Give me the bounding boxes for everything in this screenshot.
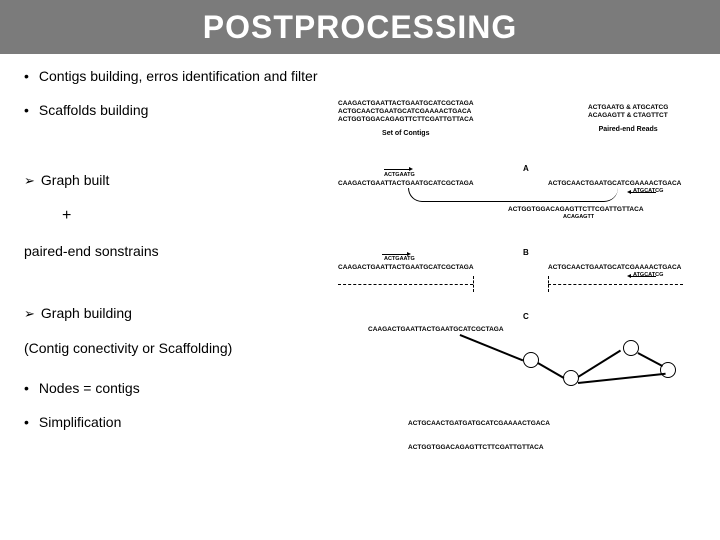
bullet-nodes: Nodes = contigs (24, 380, 696, 396)
panel-b-right: ACTGCAACTGAATGCATCGAAAACTGACA (548, 264, 681, 272)
panel-a-right: ACTGCAACTGAATGCATCGAAAACTGACA (548, 180, 681, 188)
panel-c-seq: CAAGACTGAATTACTGAATGCATCGCTAGA (368, 326, 504, 334)
panel-a-bsmall: ACAGAGTT (563, 214, 594, 221)
paired-end-text: paired-end sonstrains (24, 243, 696, 259)
panel-a-bottom: ACTGGTGGACAGAGTTCTTCGATTGTTACA (508, 206, 644, 214)
contig-seq-2: ACTGCAACTGAATGCATCGAAAACTGACA (338, 108, 474, 116)
read-2: ACAGAGTT & CTAGTTCT (588, 112, 668, 120)
bullet-simplification: Simplification (24, 414, 696, 430)
panel-c-label: C (523, 312, 529, 321)
contig-seq-1: CAAGACTGAATTACTGAATGCATCGCTAGA (338, 100, 474, 108)
contig-seq-3: ACTGGTGGACAGAGTTCTTCGATTGTTACA (338, 116, 474, 124)
contig-connectivity: (Contig conectivity or Scaffolding) (24, 340, 696, 356)
panel-b-left: CAAGACTGAATTACTGAATGCATCGCTAGA (338, 264, 474, 272)
tri-graph-building: Graph building (24, 305, 696, 322)
node-2 (563, 370, 579, 386)
bullet-contigs: Contigs building, erros identification a… (24, 68, 696, 84)
panel-a-small1: ACTGAATG (384, 172, 415, 179)
bottom-seq-1: ACTGCAACTGATGATGCATCGAAAACTGACA (408, 420, 550, 428)
bottom-seq-2: ACTGGTGGACAGAGTTCTTCGATTGTTACA (408, 444, 544, 452)
panel-b-label: B (523, 248, 529, 257)
node-3 (623, 340, 639, 356)
title-bar: POSTPROCESSING (0, 0, 720, 54)
read-1: ACTGAATG & ATGCATCG (588, 104, 668, 112)
contigs-caption: Set of Contigs (338, 130, 474, 137)
panel-b-small: ACTGAATG (384, 256, 415, 263)
reads-caption: Paired-end Reads (588, 126, 668, 133)
node-1 (523, 352, 539, 368)
page-title: POSTPROCESSING (203, 9, 518, 46)
panel-a-left: CAAGACTGAATTACTGAATGCATCGCTAGA (338, 180, 474, 188)
panel-a-label: A (523, 164, 529, 173)
